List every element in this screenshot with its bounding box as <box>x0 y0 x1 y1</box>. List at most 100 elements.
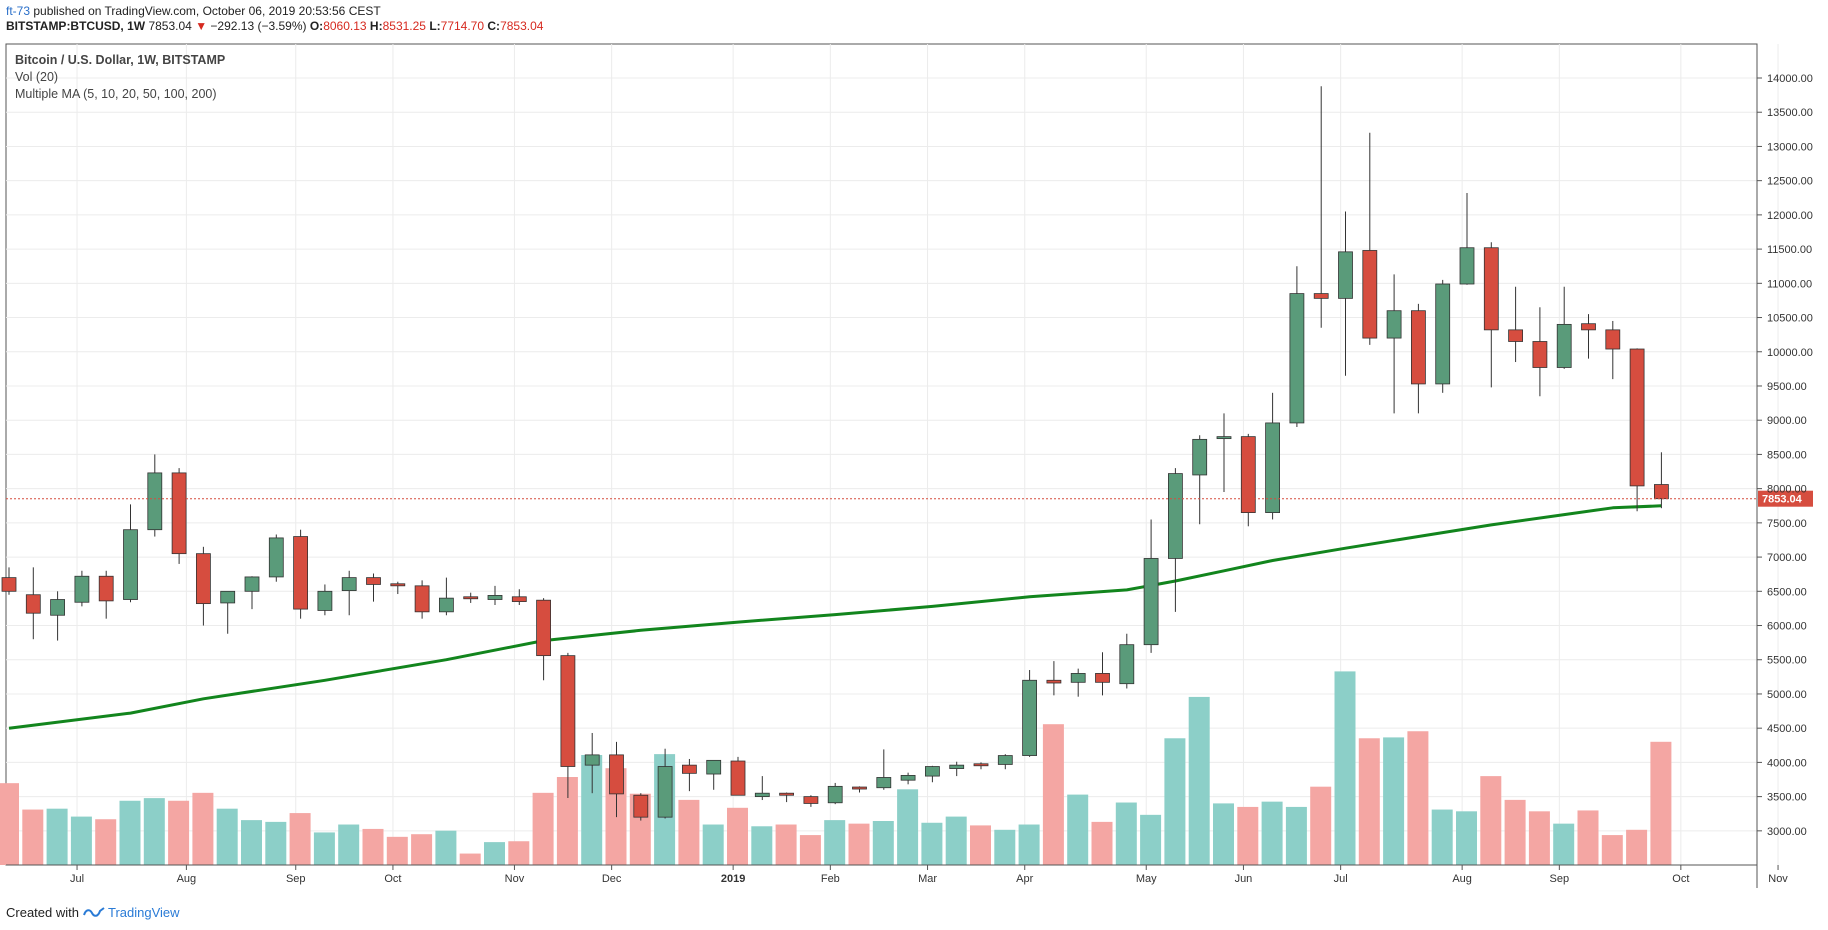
time-tick-label: Apr <box>1016 873 1033 885</box>
volume-bar <box>994 829 1016 865</box>
last-price-line: 7853.04 <box>6 490 1813 507</box>
candle <box>827 782 843 805</box>
time-tick-label: Sep <box>1550 873 1570 885</box>
volume-bar <box>1358 738 1380 865</box>
candle-body <box>1313 293 1329 299</box>
candle <box>925 765 940 783</box>
candle <box>1240 433 1256 527</box>
time-tick-label: Feb <box>821 873 840 885</box>
volume-bar <box>313 832 335 865</box>
volume-bar <box>532 792 554 865</box>
candle <box>609 741 624 818</box>
volume-bar <box>872 821 894 865</box>
volume-bar <box>0 783 19 865</box>
price-tick-label: 9500.00 <box>1767 381 1807 393</box>
candle <box>900 772 916 785</box>
last-price-badge <box>1758 490 1813 507</box>
volume-bar <box>1407 731 1429 865</box>
candle-body <box>1556 323 1572 368</box>
volume-bar <box>1261 801 1283 865</box>
price-tick-label: 5500.00 <box>1767 655 1807 667</box>
candle-body <box>1338 251 1353 299</box>
candle-body <box>1265 422 1280 513</box>
legend-ma: Multiple MA (5, 10, 20, 50, 100, 200) <box>15 87 217 101</box>
volume-bars <box>0 671 1672 865</box>
candle-body <box>1629 348 1645 487</box>
time-tick-label: Oct <box>1672 873 1689 885</box>
volume-bar <box>1456 811 1477 865</box>
volume-bar <box>22 809 44 865</box>
candle <box>1338 211 1353 376</box>
price-tick-label: 3500.00 <box>1767 792 1807 804</box>
time-tick-label: Jul <box>1334 873 1348 885</box>
volume-bar <box>581 755 603 865</box>
price-tick-label: 13500.00 <box>1767 107 1813 119</box>
low-value: 7714.70 <box>440 19 485 33</box>
candle <box>438 577 454 616</box>
candle <box>1435 279 1451 393</box>
candle-body <box>1605 329 1621 350</box>
footer: Created with TradingView <box>6 905 180 920</box>
candle-body <box>754 792 770 798</box>
price-tick-label: 14000.00 <box>1767 73 1813 85</box>
candle-body <box>1168 473 1183 559</box>
price-tick-label: 4500.00 <box>1767 723 1807 735</box>
candle-body <box>1070 673 1086 683</box>
candle-body <box>463 596 479 600</box>
candle-body <box>341 577 357 592</box>
volume-bar <box>1237 806 1259 865</box>
volume-bar <box>1601 835 1623 865</box>
time-tick-label: Oct <box>384 873 401 885</box>
candle-body <box>1411 310 1426 385</box>
candle-body <box>657 766 673 818</box>
candle <box>1581 314 1596 359</box>
candle-body <box>74 575 90 603</box>
price-tick-label: 4000.00 <box>1767 757 1807 769</box>
volume-bar <box>265 821 287 865</box>
candle-body <box>244 576 260 592</box>
time-tick-label: Sep <box>286 873 306 885</box>
candle-body <box>1216 436 1232 440</box>
candle <box>511 589 527 605</box>
legend-volume: Vol (20) <box>15 70 58 84</box>
volume-bar <box>95 819 117 865</box>
candle-body <box>1 577 17 592</box>
time-axis[interactable]: Jul Aug Sep Oct Nov Dec 2019 Feb Mar Apr May Jun Jul… <box>70 865 1788 885</box>
volume-bar <box>775 824 797 865</box>
symbol-label: BITSTAMP:BTCUSD, 1W <box>6 19 146 33</box>
time-tick-label: 2019 <box>721 873 745 885</box>
candle <box>803 795 819 807</box>
volume-bar <box>459 853 481 865</box>
price-tick-label: 8000.00 <box>1767 484 1807 496</box>
candle <box>1168 468 1183 612</box>
volume-bar <box>751 826 773 865</box>
candle-body <box>25 594 41 614</box>
price-tick-label: 10000.00 <box>1767 347 1813 359</box>
candle-body <box>390 583 406 587</box>
time-tick-label: Mar <box>918 873 937 885</box>
author-link[interactable]: ft-73 <box>6 4 31 18</box>
volume-bar <box>46 808 68 865</box>
candle-body <box>560 655 576 767</box>
candle-body <box>827 785 843 804</box>
volume-bar <box>216 808 238 865</box>
candle-body <box>50 599 65 616</box>
candle <box>463 592 479 603</box>
candle <box>487 585 503 605</box>
price-axis[interactable]: 3000.00 3500.00 4000.00 4500.00 5000.00 5500.… <box>1757 73 1813 838</box>
price-chart[interactable]: 7853.04 3000.00 3500.00 4000.00 4500.00 5000… <box>0 0 1828 900</box>
volume-bar <box>1650 741 1672 865</box>
tradingview-link[interactable]: TradingView <box>108 905 180 920</box>
candle-body <box>609 754 624 795</box>
tradingview-logo-icon <box>82 907 105 917</box>
volume-bar <box>824 820 846 865</box>
volume-bar <box>338 824 360 865</box>
time-tick-label: Nov <box>1768 873 1788 885</box>
price-tick-label: 7000.00 <box>1767 552 1807 564</box>
close-value: 7853.04 <box>500 19 544 33</box>
candle <box>876 749 892 790</box>
candle <box>1 567 17 595</box>
candle-body <box>220 590 236 604</box>
price-tick-label: 8500.00 <box>1767 449 1807 461</box>
candle <box>706 759 722 790</box>
